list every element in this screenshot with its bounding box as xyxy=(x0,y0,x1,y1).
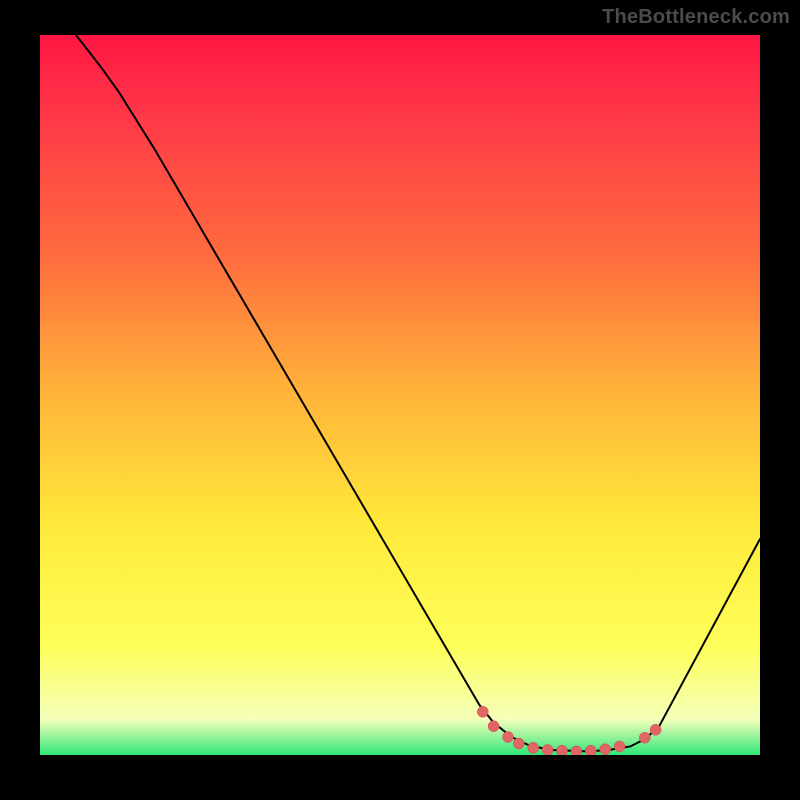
plot-area xyxy=(40,35,760,755)
marker-point xyxy=(614,741,625,752)
gradient-background xyxy=(40,35,760,755)
marker-point xyxy=(600,744,611,755)
marker-point xyxy=(503,732,514,743)
marker-point xyxy=(557,745,568,755)
marker-point xyxy=(488,721,499,732)
marker-point xyxy=(477,706,488,717)
marker-point xyxy=(542,744,553,755)
marker-point xyxy=(571,746,582,755)
marker-point xyxy=(650,724,661,735)
marker-point xyxy=(528,742,539,753)
marker-point xyxy=(513,738,524,749)
chart-frame: TheBottleneck.com xyxy=(0,0,800,800)
chart-svg xyxy=(40,35,760,755)
marker-point xyxy=(639,732,650,743)
marker-point xyxy=(585,745,596,755)
watermark-text: TheBottleneck.com xyxy=(602,6,790,29)
